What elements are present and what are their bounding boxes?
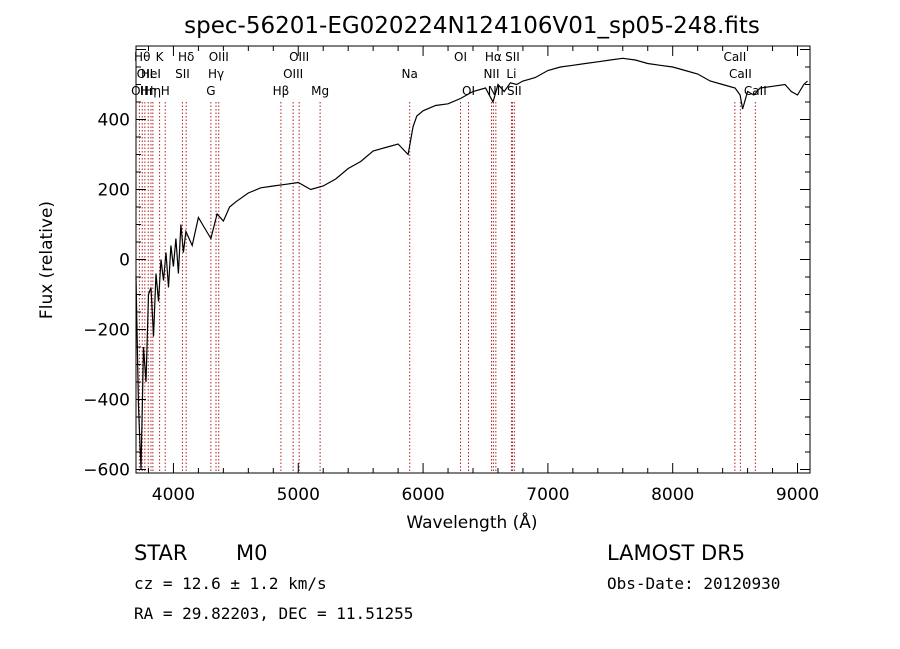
radec-text: RA = 29.82203, DEC = 11.51255 (134, 604, 413, 623)
plot-frame (135, 45, 811, 474)
y-axis-label: Flux (relative) (37, 201, 57, 319)
line-marker-label: Hγ (208, 67, 224, 81)
subclass-label: M0 (236, 541, 267, 565)
line-marker-label: HeI (141, 67, 161, 81)
y-tick-label: 400 (98, 111, 130, 131)
x-tick-label: 7000 (526, 485, 569, 505)
chart-title: spec-56201-EG020224N124106V01_sp05-248.f… (184, 13, 760, 39)
line-marker-label: K (156, 50, 165, 64)
line-marker-label: SII (175, 67, 190, 81)
y-tick-label: 200 (98, 181, 130, 201)
x-tick-label: 9000 (776, 485, 819, 505)
class-label: STAR (134, 541, 187, 565)
line-marker-label: G (206, 84, 215, 98)
x-tick-label: 6000 (401, 485, 444, 505)
line-marker-label: Hβ (273, 84, 290, 98)
line-marker-label: Mg (311, 84, 329, 98)
spectrum-line (135, 57, 808, 470)
y-tick-label: 0 (119, 251, 130, 271)
line-marker-label: CaII (723, 50, 746, 64)
y-tick-label: −200 (83, 321, 130, 341)
line-marker-labels: OIIHθOIIHηHeIHηKHSIIHδGHγOIIIHβOIIIOIIIM… (131, 50, 767, 98)
line-marker-label: NII (483, 67, 499, 81)
line-marker-label: OIII (209, 50, 229, 64)
line-marker-label: Hδ (178, 50, 194, 64)
obs-date-text: Obs-Date: 20120930 (607, 574, 780, 593)
line-marker-label: Na (402, 67, 418, 81)
x-tick-label: 5000 (277, 485, 320, 505)
line-marker-label: Li (506, 67, 516, 81)
line-marker-label: SII (507, 84, 522, 98)
line-marker-label: OIII (289, 50, 309, 64)
line-marker-label: OI (454, 50, 467, 64)
x-axis-label: Wavelength (Å) (406, 511, 537, 533)
line-marker-label: OIII (283, 67, 303, 81)
x-tick-label: 4000 (152, 485, 195, 505)
line-marker-label: OII (131, 84, 148, 98)
y-tick-label: −400 (83, 391, 130, 411)
line-marker-label: H (161, 84, 170, 98)
line-marker-label: Hθ (134, 50, 150, 64)
y-tick-label: −600 (83, 461, 130, 481)
x-tick-label: 8000 (651, 485, 694, 505)
line-marker-label: CaII (729, 67, 752, 81)
x-axis-ticks: 4000 5000 6000 7000 8000 9000 (147, 46, 819, 505)
line-marker-label: Hα (485, 50, 502, 64)
line-markers (138, 102, 756, 473)
cz-text: cz = 12.6 ± 1.2 km/s (134, 574, 327, 593)
y-axis-ticks: −600 −400 −200 0 200 400 (83, 49, 810, 481)
line-marker-label: SII (505, 50, 520, 64)
line-marker-label: Hη (145, 84, 162, 98)
survey-label: LAMOST DR5 (607, 541, 745, 565)
line-marker-label: Hη (140, 84, 157, 98)
line-marker-label: OI (462, 84, 475, 98)
line-marker-label: OII (137, 67, 154, 81)
